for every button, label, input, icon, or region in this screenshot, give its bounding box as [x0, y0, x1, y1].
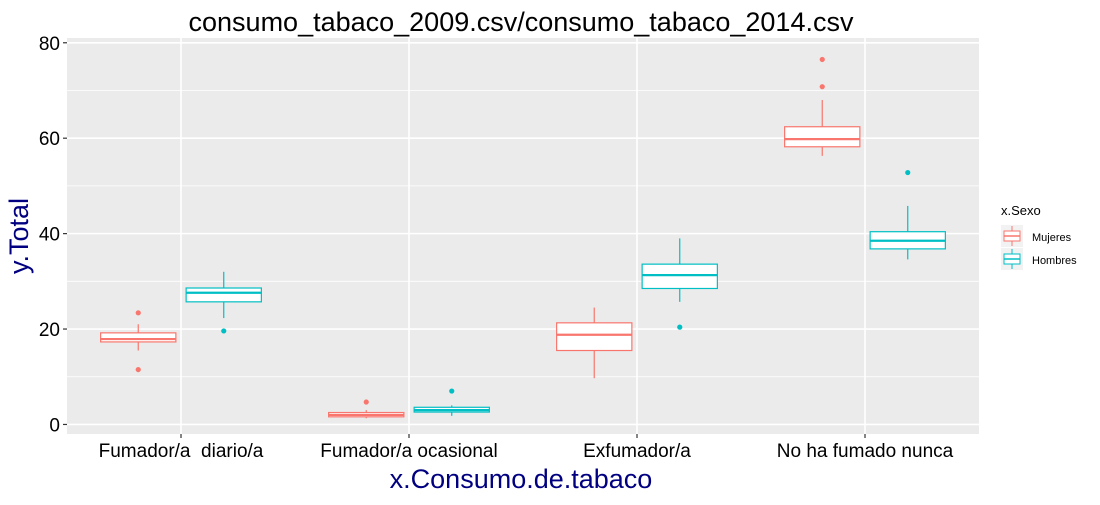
plot-panel [67, 38, 979, 434]
y-tick-label: 80 [39, 34, 60, 55]
x-tick-label: Fumador/a ocasional [320, 441, 497, 462]
y-tick-label: 20 [39, 320, 60, 341]
box-body [556, 322, 633, 352]
outlier-point [677, 324, 683, 330]
outlier-point [905, 169, 911, 176]
box-body [100, 332, 177, 343]
outlier-point [819, 84, 825, 90]
box-body [784, 126, 861, 148]
box-series [100, 56, 946, 419]
x-tick-label: No ha fumado nunca [777, 441, 954, 462]
y-tick-label: 0 [49, 415, 60, 436]
outlier-point [135, 310, 141, 316]
y-axis: 0 20 40 60 80 [39, 34, 67, 436]
x-axis-title: x.Consumo.de.tabaco [390, 464, 653, 494]
outlier-point [819, 56, 825, 63]
outlier-point [449, 388, 455, 394]
box-mujeres-2 [556, 307, 633, 379]
x-tick-label: Fumador/a diario/a [99, 441, 264, 462]
outlier-point [135, 366, 141, 373]
grid-lines [67, 38, 979, 434]
box-body [185, 287, 262, 303]
x-axis: Fumador/a diario/a Fumador/a ocasional Exf… [99, 434, 954, 462]
y-tick-label: 40 [39, 225, 60, 246]
legend-item-mujeres: Mujeres [1001, 225, 1072, 247]
legend-item-hombres: Hombres [1001, 248, 1077, 270]
box-mujeres-3 [784, 56, 861, 156]
legend-title: x.Sexo [1001, 203, 1041, 218]
outlier-point [363, 399, 369, 405]
legend-label: Mujeres [1032, 232, 1072, 244]
box-hombres-1 [413, 388, 490, 416]
y-tick-label: 60 [39, 129, 60, 150]
x-tick-label: Exfumador/a [583, 441, 691, 462]
chart-title: consumo_tabaco_2009.csv/consumo_tabaco_2… [189, 7, 854, 37]
legend: x.Sexo Mujeres Hombres [1001, 203, 1077, 270]
box-mujeres-1 [328, 399, 405, 419]
box-hombres-3 [869, 169, 946, 260]
box-hombres-0 [185, 271, 262, 334]
y-axis-title: y.Total [4, 198, 34, 274]
box-body [641, 263, 718, 290]
box-hombres-2 [641, 238, 718, 330]
legend-label: Hombres [1032, 255, 1077, 267]
outlier-point [221, 328, 227, 334]
box-mujeres-0 [100, 310, 177, 373]
